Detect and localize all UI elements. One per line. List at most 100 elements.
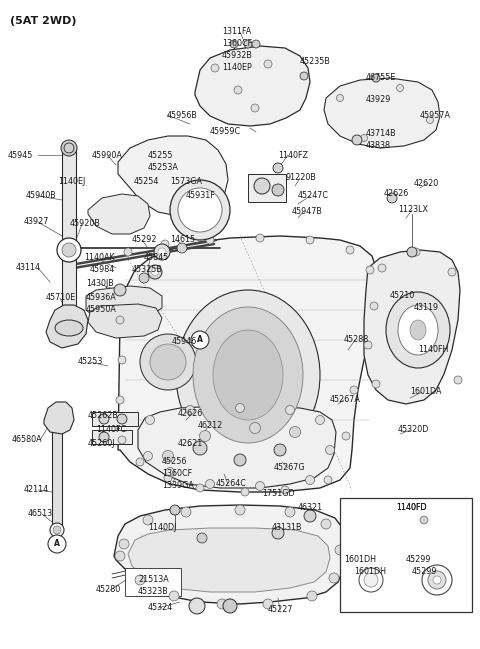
Circle shape: [350, 386, 358, 394]
Circle shape: [185, 406, 194, 415]
Circle shape: [197, 533, 207, 543]
Circle shape: [148, 265, 162, 279]
Circle shape: [273, 163, 283, 173]
Text: 1601DA: 1601DA: [410, 387, 442, 397]
Circle shape: [53, 526, 61, 534]
Text: 1430JB: 1430JB: [86, 280, 114, 289]
Circle shape: [116, 396, 124, 404]
Circle shape: [164, 474, 172, 482]
Text: 45235B: 45235B: [300, 58, 331, 66]
Polygon shape: [114, 505, 346, 604]
Circle shape: [135, 575, 145, 585]
Text: 14615: 14615: [170, 236, 195, 245]
Circle shape: [346, 246, 354, 254]
Circle shape: [359, 568, 383, 592]
Text: 1751GD: 1751GD: [262, 489, 295, 498]
Text: 45957A: 45957A: [420, 110, 451, 119]
Text: 45255: 45255: [148, 151, 173, 160]
Circle shape: [325, 445, 335, 454]
Text: 45845: 45845: [144, 254, 169, 262]
Polygon shape: [195, 46, 310, 126]
Circle shape: [244, 40, 252, 48]
Circle shape: [433, 576, 441, 584]
Circle shape: [263, 599, 273, 609]
Circle shape: [181, 507, 191, 517]
Text: 45950A: 45950A: [86, 306, 117, 315]
Circle shape: [251, 104, 259, 112]
Text: 45710E: 45710E: [46, 293, 76, 302]
Circle shape: [454, 376, 462, 384]
Circle shape: [372, 380, 380, 388]
Text: 46321: 46321: [298, 504, 323, 513]
Text: 42626: 42626: [178, 410, 203, 419]
Text: 45247C: 45247C: [298, 191, 329, 201]
Polygon shape: [118, 236, 378, 492]
Circle shape: [189, 598, 205, 614]
Text: 45984: 45984: [90, 265, 115, 275]
Circle shape: [307, 591, 317, 601]
Text: 1339GA: 1339GA: [162, 482, 194, 491]
Text: 45947B: 45947B: [292, 208, 323, 217]
Text: 45325B: 45325B: [132, 265, 163, 275]
Circle shape: [119, 539, 129, 549]
Text: 1140DJ: 1140DJ: [148, 524, 176, 532]
Circle shape: [366, 266, 374, 274]
Text: 1601DH: 1601DH: [344, 556, 376, 565]
Bar: [52, 420, 62, 530]
Text: 21513A: 21513A: [138, 576, 169, 585]
Text: 1123LX: 1123LX: [398, 206, 428, 215]
Text: 45280: 45280: [96, 585, 121, 594]
Circle shape: [360, 134, 368, 141]
Circle shape: [115, 551, 125, 561]
Polygon shape: [88, 194, 150, 234]
Bar: [340, 498, 472, 612]
Text: 43838: 43838: [366, 141, 391, 151]
Circle shape: [364, 341, 372, 349]
Text: 45256: 45256: [162, 458, 187, 467]
Circle shape: [306, 236, 314, 244]
Ellipse shape: [170, 180, 230, 240]
Circle shape: [193, 441, 207, 455]
Text: 42621: 42621: [178, 439, 203, 448]
Circle shape: [281, 486, 289, 494]
Circle shape: [387, 193, 397, 203]
Circle shape: [235, 505, 245, 515]
Circle shape: [286, 406, 295, 415]
Circle shape: [161, 240, 169, 248]
Circle shape: [412, 248, 420, 256]
Circle shape: [336, 95, 344, 101]
Circle shape: [163, 450, 173, 461]
Text: 43114: 43114: [16, 263, 41, 273]
Circle shape: [448, 268, 456, 276]
Circle shape: [254, 178, 270, 194]
Circle shape: [255, 482, 264, 491]
Circle shape: [177, 243, 187, 253]
Text: 1140AK: 1140AK: [84, 254, 115, 262]
Circle shape: [250, 422, 261, 434]
Polygon shape: [118, 136, 228, 216]
Circle shape: [117, 414, 127, 424]
Text: 45292: 45292: [132, 236, 157, 245]
Text: 45320D: 45320D: [398, 426, 430, 434]
Circle shape: [158, 248, 166, 256]
Polygon shape: [44, 402, 74, 434]
Bar: [125, 568, 181, 596]
Text: 43119: 43119: [414, 304, 439, 313]
Circle shape: [144, 452, 153, 461]
Circle shape: [342, 432, 350, 440]
Circle shape: [378, 264, 386, 272]
Text: 45262B: 45262B: [88, 411, 119, 421]
Circle shape: [272, 527, 284, 539]
Circle shape: [234, 454, 246, 466]
Circle shape: [169, 591, 179, 601]
Text: 42114: 42114: [24, 485, 49, 495]
Circle shape: [420, 516, 428, 524]
Circle shape: [200, 430, 211, 441]
Circle shape: [118, 436, 126, 444]
Text: 1140FZ: 1140FZ: [278, 151, 308, 160]
Circle shape: [143, 515, 153, 525]
Ellipse shape: [213, 330, 283, 420]
Circle shape: [285, 507, 295, 517]
Ellipse shape: [55, 320, 83, 336]
Text: 45288: 45288: [344, 336, 369, 345]
